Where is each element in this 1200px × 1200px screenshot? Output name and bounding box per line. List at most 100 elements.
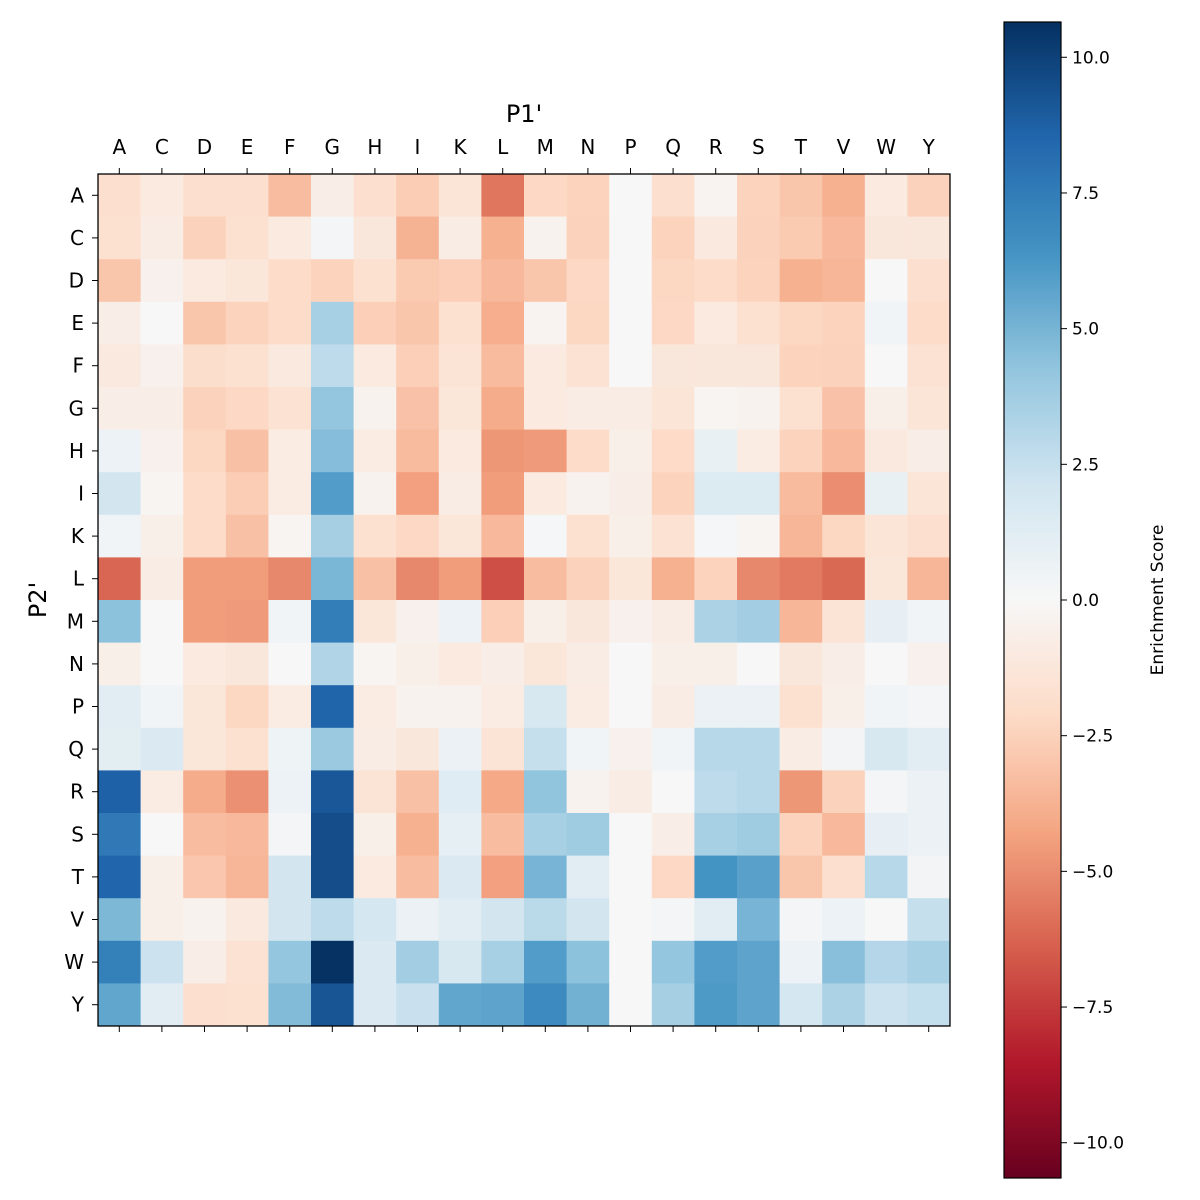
heatmap-cell <box>822 685 866 729</box>
heatmap-cell <box>311 855 355 899</box>
heatmap-cell <box>225 472 269 516</box>
heatmap-cell <box>609 855 653 899</box>
x-tick-label: M <box>537 135 554 159</box>
heatmap-cell <box>524 940 568 984</box>
x-tick-label: F <box>284 135 296 159</box>
heatmap-cell <box>609 557 653 601</box>
heatmap-cell <box>737 514 781 558</box>
heatmap-cell <box>396 174 440 218</box>
heatmap-cell <box>779 600 823 644</box>
heatmap-cell <box>438 301 482 345</box>
heatmap-cell <box>311 301 355 345</box>
heatmap-cell <box>481 855 525 899</box>
heatmap-cell <box>609 259 653 303</box>
heatmap-cell <box>822 387 866 431</box>
heatmap-cell <box>907 429 951 473</box>
heatmap-cell <box>183 344 227 388</box>
x-tick-label: Q <box>665 135 681 159</box>
heatmap-cell <box>183 216 227 260</box>
heatmap-cell <box>651 174 695 218</box>
heatmap-cell <box>98 898 142 942</box>
heatmap-cell <box>140 898 184 942</box>
heatmap-cell <box>864 259 908 303</box>
heatmap-cell <box>737 813 781 857</box>
heatmap-cell <box>225 898 269 942</box>
heatmap-cell <box>481 387 525 431</box>
heatmap-cell <box>353 216 397 260</box>
heatmap-cell <box>779 983 823 1027</box>
heatmap-cell <box>225 174 269 218</box>
heatmap-cell <box>864 174 908 218</box>
heatmap-cell <box>396 387 440 431</box>
heatmap-cell <box>268 983 312 1027</box>
heatmap-cell <box>353 642 397 686</box>
colorbar-tick-label: −2.5 <box>1072 727 1113 747</box>
x-tick-label: L <box>497 135 509 159</box>
heatmap-cell <box>140 642 184 686</box>
heatmap-cell <box>694 855 738 899</box>
heatmap-cell <box>524 685 568 729</box>
heatmap-cell <box>438 259 482 303</box>
heatmap-cell <box>481 344 525 388</box>
heatmap-cell <box>225 770 269 814</box>
heatmap-cell <box>524 387 568 431</box>
heatmap-cell <box>779 642 823 686</box>
heatmap-cell <box>822 642 866 686</box>
heatmap-cell <box>353 472 397 516</box>
heatmap-cell <box>566 642 610 686</box>
y-tick-label: D <box>69 269 84 293</box>
heatmap-cell <box>396 685 440 729</box>
heatmap-cell <box>396 855 440 899</box>
heatmap-cell <box>566 727 610 771</box>
heatmap-cell <box>907 813 951 857</box>
heatmap-cell <box>396 429 440 473</box>
heatmap-cell <box>822 983 866 1027</box>
heatmap-cell <box>268 898 312 942</box>
heatmap-cell <box>864 898 908 942</box>
heatmap-cell <box>524 429 568 473</box>
heatmap-cell <box>694 983 738 1027</box>
heatmap-cell <box>396 472 440 516</box>
heatmap-cell <box>737 600 781 644</box>
heatmap-cell <box>225 600 269 644</box>
x-tick-label: H <box>367 135 382 159</box>
heatmap-cell <box>651 259 695 303</box>
heatmap-cell <box>98 514 142 558</box>
heatmap-cell <box>183 770 227 814</box>
heatmap-cell <box>438 216 482 260</box>
heatmap-cell <box>694 727 738 771</box>
heatmap-cell <box>566 685 610 729</box>
heatmap-cell <box>183 855 227 899</box>
colorbar-ticks: 10.0 7.5 5.0 2.5 0.0 −2.5 −5.0 −7.5 −10.0 <box>1061 48 1124 1154</box>
heatmap-cell <box>225 259 269 303</box>
heatmap-cell <box>183 429 227 473</box>
heatmap-cell <box>438 855 482 899</box>
colorbar-tick-label: −10.0 <box>1072 1134 1124 1154</box>
heatmap-cell <box>779 472 823 516</box>
heatmap-cell <box>864 770 908 814</box>
heatmap-cell <box>183 600 227 644</box>
heatmap-cell <box>140 770 184 814</box>
heatmap-cell <box>609 472 653 516</box>
heatmap-cell <box>311 770 355 814</box>
heatmap-cell <box>353 813 397 857</box>
heatmap-cell <box>864 472 908 516</box>
heatmap-cell <box>524 472 568 516</box>
x-tick-label: E <box>241 135 254 159</box>
x-tick-label: T <box>794 135 808 159</box>
heatmap-cell <box>481 600 525 644</box>
heatmap-cell <box>694 642 738 686</box>
heatmap-cell <box>822 727 866 771</box>
heatmap-cell <box>524 727 568 771</box>
heatmap-cell <box>98 855 142 899</box>
heatmap-cell <box>353 940 397 984</box>
heatmap-cell <box>481 813 525 857</box>
colorbar-tick-label: −5.0 <box>1072 862 1113 882</box>
heatmap-cell <box>353 983 397 1027</box>
heatmap-cell <box>822 259 866 303</box>
heatmap-cell <box>438 387 482 431</box>
heatmap-cell <box>140 472 184 516</box>
heatmap-cell <box>609 770 653 814</box>
